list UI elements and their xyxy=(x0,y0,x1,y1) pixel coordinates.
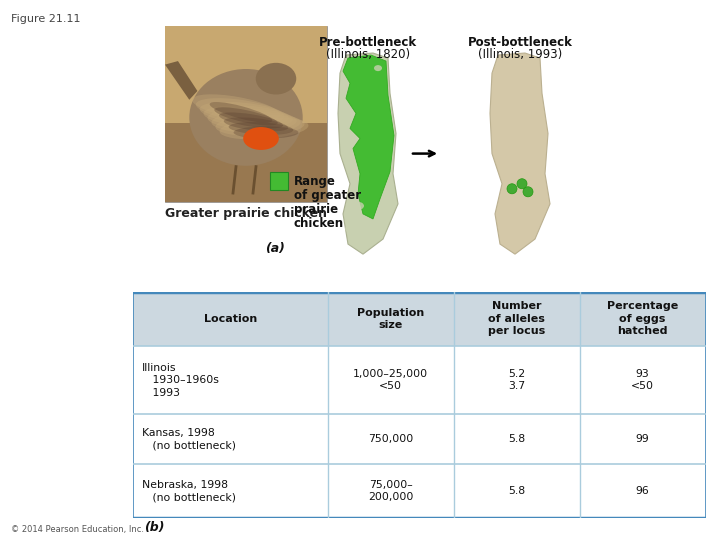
Polygon shape xyxy=(165,61,197,100)
Text: Greater prairie chicken: Greater prairie chicken xyxy=(165,207,327,220)
Text: 750,000: 750,000 xyxy=(368,434,413,444)
Text: of greater: of greater xyxy=(294,189,361,202)
Text: Illinois: Illinois xyxy=(142,362,176,373)
Text: 3.7: 3.7 xyxy=(508,381,526,391)
Text: (b): (b) xyxy=(144,521,164,534)
Ellipse shape xyxy=(352,202,364,210)
Text: 96: 96 xyxy=(636,486,649,496)
Text: Range: Range xyxy=(294,175,336,188)
Ellipse shape xyxy=(345,226,355,233)
Ellipse shape xyxy=(215,107,278,125)
Ellipse shape xyxy=(207,109,297,130)
Text: Figure 21.11: Figure 21.11 xyxy=(11,14,81,24)
Text: <50: <50 xyxy=(631,381,654,391)
Text: (no bottleneck): (no bottleneck) xyxy=(142,492,235,502)
Ellipse shape xyxy=(189,69,302,166)
Text: Nebraska, 1998: Nebraska, 1998 xyxy=(142,480,228,490)
Polygon shape xyxy=(338,53,398,254)
Text: Post-bottleneck: Post-bottleneck xyxy=(467,36,572,49)
Text: 200,000: 200,000 xyxy=(368,492,413,502)
Text: © 2014 Pearson Education, Inc.: © 2014 Pearson Education, Inc. xyxy=(11,524,144,534)
Text: Pre-bottleneck: Pre-bottleneck xyxy=(319,36,417,49)
Text: Kansas, 1998: Kansas, 1998 xyxy=(142,428,215,438)
Text: 75,000–: 75,000– xyxy=(369,480,413,490)
Text: (a): (a) xyxy=(265,242,285,255)
Ellipse shape xyxy=(212,112,300,133)
Text: chicken: chicken xyxy=(294,217,344,230)
Ellipse shape xyxy=(224,117,288,131)
Circle shape xyxy=(517,179,527,189)
Text: (no bottleneck): (no bottleneck) xyxy=(142,440,235,450)
Text: (Illinois, 1820): (Illinois, 1820) xyxy=(326,48,410,61)
Text: 1930–1960s: 1930–1960s xyxy=(142,375,219,385)
Text: <50: <50 xyxy=(379,381,402,391)
FancyBboxPatch shape xyxy=(270,172,288,190)
Polygon shape xyxy=(343,55,394,219)
Ellipse shape xyxy=(243,127,279,150)
Text: 5.2: 5.2 xyxy=(508,369,526,379)
FancyBboxPatch shape xyxy=(165,26,327,123)
Text: 99: 99 xyxy=(636,434,649,444)
Ellipse shape xyxy=(196,98,284,123)
FancyBboxPatch shape xyxy=(133,292,706,346)
Text: prairie: prairie xyxy=(294,203,338,216)
FancyBboxPatch shape xyxy=(165,123,327,202)
Ellipse shape xyxy=(199,102,288,125)
Text: 5.8: 5.8 xyxy=(508,434,526,444)
Ellipse shape xyxy=(204,105,292,127)
Text: Number
of alleles
per locus: Number of alleles per locus xyxy=(488,301,545,336)
Ellipse shape xyxy=(220,118,308,139)
Ellipse shape xyxy=(256,63,296,94)
Ellipse shape xyxy=(210,102,272,123)
Text: Percentage
of eggs
hatched: Percentage of eggs hatched xyxy=(607,301,678,336)
Ellipse shape xyxy=(219,112,283,129)
Text: (Illinois, 1993): (Illinois, 1993) xyxy=(478,48,562,61)
Polygon shape xyxy=(490,53,550,254)
Ellipse shape xyxy=(233,126,298,139)
Text: Location: Location xyxy=(204,314,257,324)
Ellipse shape xyxy=(229,122,293,135)
Text: Population
size: Population size xyxy=(357,308,424,330)
Text: 1,000–25,000: 1,000–25,000 xyxy=(354,369,428,379)
Ellipse shape xyxy=(192,94,280,120)
Ellipse shape xyxy=(215,115,305,136)
Circle shape xyxy=(507,184,517,194)
Text: 93: 93 xyxy=(636,369,649,379)
Text: 1993: 1993 xyxy=(142,388,180,397)
Ellipse shape xyxy=(374,65,382,71)
Text: 5.8: 5.8 xyxy=(508,486,526,496)
FancyBboxPatch shape xyxy=(165,26,327,202)
Circle shape xyxy=(523,187,533,197)
